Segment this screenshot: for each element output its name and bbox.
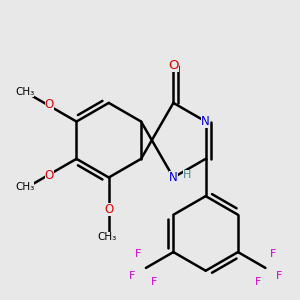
Text: H: H [183, 169, 191, 179]
Text: F: F [276, 271, 282, 281]
Text: CH₃: CH₃ [97, 232, 116, 242]
Text: F: F [135, 249, 141, 259]
Text: N: N [169, 171, 178, 184]
Text: N: N [201, 115, 210, 128]
Text: O: O [45, 98, 54, 111]
Text: CH₃: CH₃ [15, 182, 34, 192]
Text: F: F [270, 249, 277, 259]
Text: O: O [168, 59, 178, 72]
Text: F: F [151, 277, 157, 286]
Text: O: O [104, 202, 113, 216]
Text: F: F [129, 271, 136, 281]
Text: F: F [254, 277, 261, 286]
Text: CH₃: CH₃ [15, 87, 34, 97]
Text: O: O [45, 169, 54, 182]
